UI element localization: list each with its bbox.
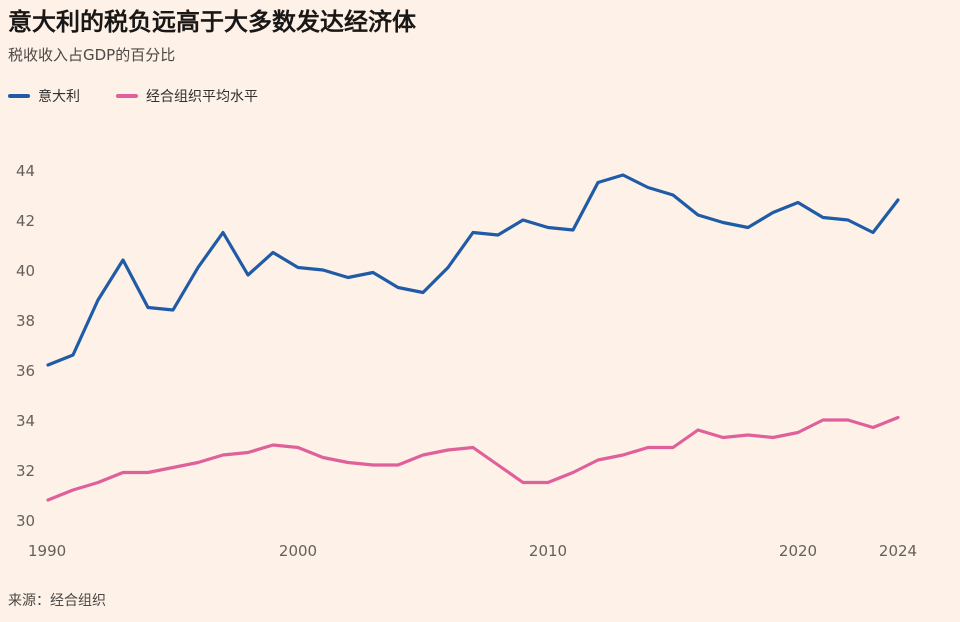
y-tick-label: 36 [16,362,35,380]
x-tick-label: 1990 [28,542,66,560]
y-tick-label: 42 [16,212,35,230]
y-tick-label: 30 [16,512,35,530]
y-tick-label: 34 [16,412,35,430]
chart-legend: 意大利 经合组织平均水平 [8,86,294,106]
x-tick-label: 2010 [529,542,567,560]
x-tick-label: 2000 [279,542,317,560]
series-line-italy [46,173,900,367]
chart-subtitle: 税收收入占GDP的百分比 [8,46,176,64]
legend-swatch-oecd [116,94,138,98]
chart-title: 意大利的税负远高于大多数发达经济体 [8,8,416,36]
legend-label-italy: 意大利 [38,89,80,105]
legend-swatch-italy [8,94,30,98]
y-tick-label: 38 [16,312,35,330]
series-line-oecd [46,415,900,502]
legend-item-oecd: 经合组织平均水平 [116,86,258,106]
legend-label-oecd: 经合组织平均水平 [146,89,258,105]
y-tick-label: 44 [16,162,35,180]
source-note: 来源：经合组织 [8,593,106,609]
y-tick-label: 40 [16,262,35,280]
x-tick-label: 2020 [779,542,817,560]
y-tick-label: 32 [16,462,35,480]
legend-item-italy: 意大利 [8,86,80,106]
x-tick-label: 2024 [879,542,917,560]
